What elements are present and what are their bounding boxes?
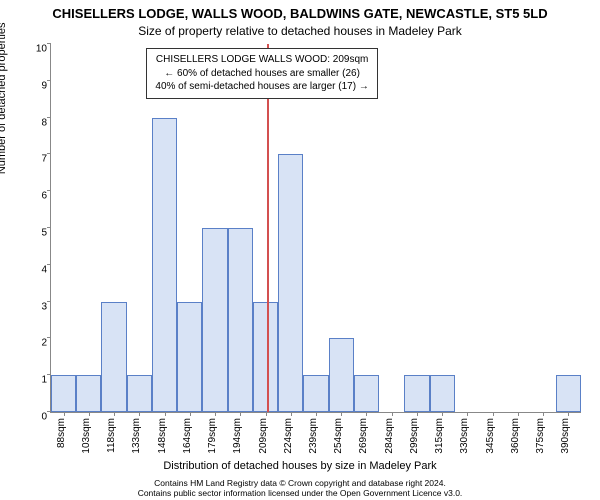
chart-container: CHISELLERS LODGE, WALLS WOOD, BALDWINS G… <box>0 0 600 500</box>
x-tick-label: 88sqm <box>56 418 67 448</box>
histogram-bar <box>127 375 152 412</box>
x-tick-label: 179sqm <box>207 418 218 454</box>
info-line-1: CHISELLERS LODGE WALLS WOOD: 209sqm <box>155 53 368 67</box>
x-tick-label: 390sqm <box>560 418 571 454</box>
x-tick-label: 315sqm <box>434 418 445 454</box>
x-tick-mark <box>64 412 65 416</box>
y-tick-mark <box>47 117 51 118</box>
y-tick-mark <box>47 301 51 302</box>
x-tick-mark <box>543 412 544 416</box>
histogram-bar <box>76 375 101 412</box>
x-tick-label: 133sqm <box>131 418 142 454</box>
attribution-line-1: Contains HM Land Registry data © Crown c… <box>0 478 600 488</box>
x-axis-label: Distribution of detached houses by size … <box>0 460 600 472</box>
x-tick-label: 330sqm <box>459 418 470 454</box>
x-tick-label: 164sqm <box>182 418 193 454</box>
x-tick-mark <box>442 412 443 416</box>
plot-area: CHISELLERS LODGE WALLS WOOD: 209sqm ← 60… <box>50 44 581 413</box>
x-tick-mark <box>165 412 166 416</box>
x-tick-label: 239sqm <box>308 418 319 454</box>
x-tick-mark <box>190 412 191 416</box>
y-tick-mark <box>47 80 51 81</box>
y-tick-label: 2 <box>23 338 47 349</box>
x-tick-label: 299sqm <box>409 418 420 454</box>
highlight-line <box>267 44 269 412</box>
histogram-bar <box>278 154 303 412</box>
y-tick-label: 10 <box>23 44 47 55</box>
x-tick-mark <box>568 412 569 416</box>
histogram-bar <box>177 302 202 412</box>
x-tick-label: 269sqm <box>358 418 369 454</box>
y-tick-label: 0 <box>23 412 47 423</box>
histogram-bar <box>430 375 455 412</box>
x-tick-label: 194sqm <box>232 418 243 454</box>
y-tick-label: 3 <box>23 301 47 312</box>
x-tick-label: 209sqm <box>258 418 269 454</box>
histogram-bar <box>354 375 379 412</box>
y-tick-mark <box>47 264 51 265</box>
y-tick-label: 1 <box>23 375 47 386</box>
histogram-bar <box>253 302 278 412</box>
chart-subtitle: Size of property relative to detached ho… <box>0 24 600 38</box>
x-tick-mark <box>89 412 90 416</box>
x-tick-mark <box>493 412 494 416</box>
histogram-bar <box>228 228 253 412</box>
y-tick-mark <box>47 190 51 191</box>
y-tick-label: 5 <box>23 228 47 239</box>
info-line-3: 40% of semi-detached houses are larger (… <box>155 80 368 94</box>
x-tick-label: 224sqm <box>283 418 294 454</box>
histogram-bar <box>404 375 429 412</box>
histogram-bar <box>556 375 581 412</box>
attribution-line-2: Contains public sector information licen… <box>0 488 600 498</box>
y-tick-label: 8 <box>23 117 47 128</box>
y-tick-label: 7 <box>23 154 47 165</box>
x-tick-mark <box>139 412 140 416</box>
attribution: Contains HM Land Registry data © Crown c… <box>0 478 600 498</box>
x-tick-mark <box>240 412 241 416</box>
histogram-bar <box>329 338 354 412</box>
x-tick-mark <box>114 412 115 416</box>
x-tick-label: 360sqm <box>510 418 521 454</box>
y-tick-mark <box>47 153 51 154</box>
x-tick-mark <box>266 412 267 416</box>
x-tick-label: 375sqm <box>535 418 546 454</box>
x-tick-label: 254sqm <box>333 418 344 454</box>
y-tick-label: 4 <box>23 264 47 275</box>
histogram-bar <box>51 375 76 412</box>
x-tick-mark <box>291 412 292 416</box>
x-tick-mark <box>316 412 317 416</box>
x-tick-mark <box>366 412 367 416</box>
x-tick-mark <box>392 412 393 416</box>
histogram-bar <box>303 375 328 412</box>
info-box: CHISELLERS LODGE WALLS WOOD: 209sqm ← 60… <box>146 48 377 99</box>
y-tick-label: 6 <box>23 191 47 202</box>
x-tick-label: 284sqm <box>384 418 395 454</box>
histogram-bar <box>101 302 126 412</box>
chart-title: CHISELLERS LODGE, WALLS WOOD, BALDWINS G… <box>0 6 600 21</box>
histogram-bar <box>202 228 227 412</box>
x-tick-mark <box>518 412 519 416</box>
y-tick-mark <box>47 227 51 228</box>
x-tick-mark <box>417 412 418 416</box>
x-tick-label: 118sqm <box>106 418 117 453</box>
x-tick-mark <box>215 412 216 416</box>
y-tick-mark <box>47 43 51 44</box>
y-tick-mark <box>47 337 51 338</box>
info-line-2: ← 60% of detached houses are smaller (26… <box>155 67 368 81</box>
histogram-bar <box>152 118 177 412</box>
y-axis-label: Number of detached properties <box>0 23 8 175</box>
y-tick-label: 9 <box>23 80 47 91</box>
x-tick-label: 103sqm <box>81 418 92 454</box>
x-tick-label: 345sqm <box>485 418 496 454</box>
x-tick-mark <box>467 412 468 416</box>
x-tick-mark <box>341 412 342 416</box>
x-tick-label: 148sqm <box>157 418 168 454</box>
